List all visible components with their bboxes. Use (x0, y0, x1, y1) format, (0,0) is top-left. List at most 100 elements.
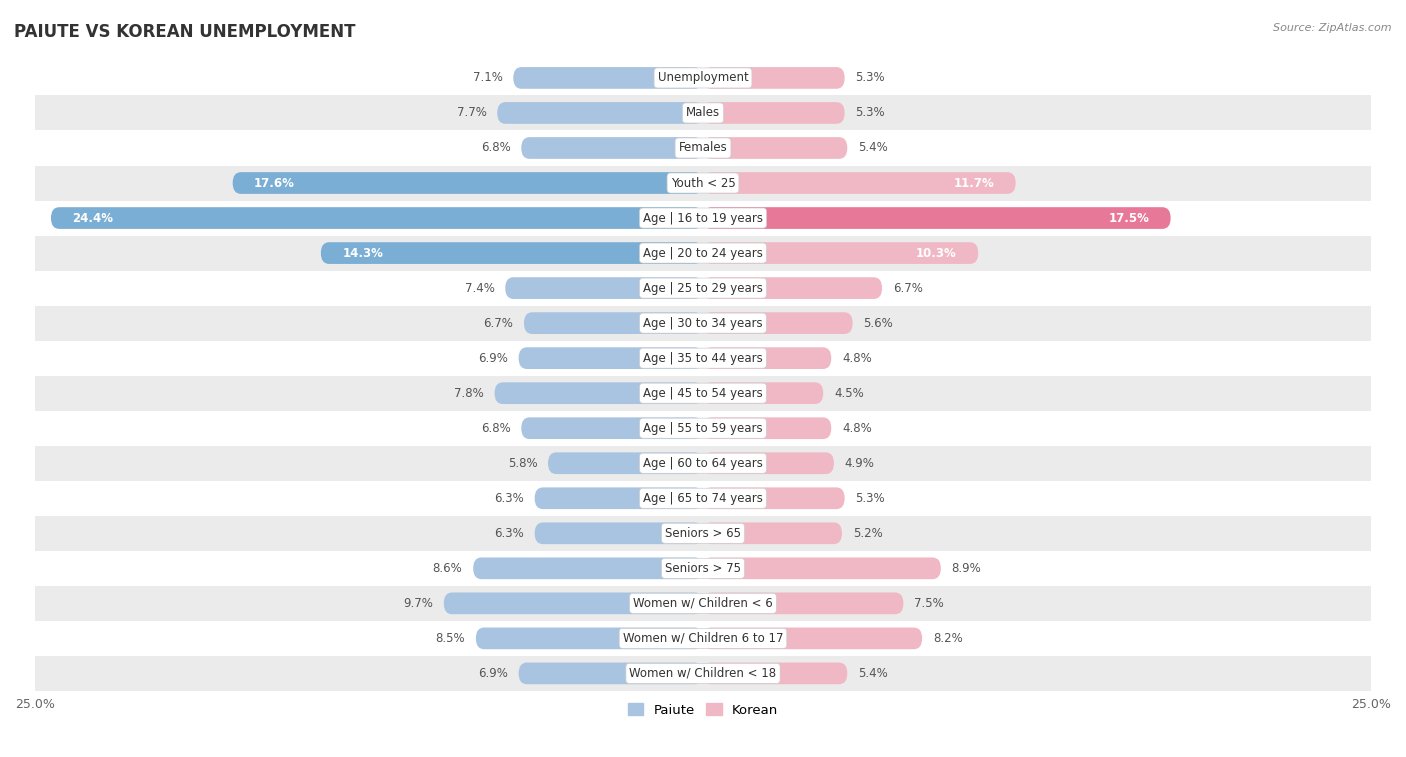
Text: Age | 45 to 54 years: Age | 45 to 54 years (643, 387, 763, 400)
Text: Age | 65 to 74 years: Age | 65 to 74 years (643, 492, 763, 505)
Text: 5.3%: 5.3% (855, 492, 884, 505)
Text: Age | 20 to 24 years: Age | 20 to 24 years (643, 247, 763, 260)
FancyBboxPatch shape (534, 488, 703, 509)
Text: Age | 16 to 19 years: Age | 16 to 19 years (643, 211, 763, 225)
Bar (35, 341, 1371, 375)
Bar (35, 481, 1371, 516)
Text: Age | 25 to 29 years: Age | 25 to 29 years (643, 282, 763, 294)
Text: Youth < 25: Youth < 25 (671, 176, 735, 189)
FancyBboxPatch shape (703, 522, 842, 544)
Text: Unemployment: Unemployment (658, 71, 748, 85)
FancyBboxPatch shape (475, 628, 703, 650)
Text: Age | 35 to 44 years: Age | 35 to 44 years (643, 352, 763, 365)
Text: Women w/ Children < 18: Women w/ Children < 18 (630, 667, 776, 680)
FancyBboxPatch shape (703, 488, 845, 509)
Text: 24.4%: 24.4% (72, 211, 114, 225)
FancyBboxPatch shape (703, 207, 1171, 229)
Bar (35, 270, 1371, 306)
Text: Age | 60 to 64 years: Age | 60 to 64 years (643, 456, 763, 470)
Text: 7.4%: 7.4% (465, 282, 495, 294)
Bar (35, 201, 1371, 235)
FancyBboxPatch shape (703, 313, 852, 334)
Text: 6.8%: 6.8% (481, 142, 510, 154)
FancyBboxPatch shape (703, 417, 831, 439)
Text: Women w/ Children < 6: Women w/ Children < 6 (633, 597, 773, 610)
Bar (35, 586, 1371, 621)
Text: 7.5%: 7.5% (914, 597, 943, 610)
Text: 7.8%: 7.8% (454, 387, 484, 400)
FancyBboxPatch shape (513, 67, 703, 89)
FancyBboxPatch shape (703, 172, 1015, 194)
Text: Source: ZipAtlas.com: Source: ZipAtlas.com (1274, 23, 1392, 33)
Text: 4.5%: 4.5% (834, 387, 863, 400)
Text: Women w/ Children 6 to 17: Women w/ Children 6 to 17 (623, 632, 783, 645)
Legend: Paiute, Korean: Paiute, Korean (623, 698, 783, 722)
Bar (35, 411, 1371, 446)
FancyBboxPatch shape (321, 242, 703, 264)
Text: 4.8%: 4.8% (842, 422, 872, 435)
FancyBboxPatch shape (524, 313, 703, 334)
Text: 5.6%: 5.6% (863, 316, 893, 329)
Text: 7.7%: 7.7% (457, 107, 486, 120)
Text: PAIUTE VS KOREAN UNEMPLOYMENT: PAIUTE VS KOREAN UNEMPLOYMENT (14, 23, 356, 41)
Bar (35, 656, 1371, 691)
Text: 8.9%: 8.9% (952, 562, 981, 575)
Bar (35, 235, 1371, 270)
Bar (35, 61, 1371, 95)
FancyBboxPatch shape (703, 382, 824, 404)
FancyBboxPatch shape (444, 593, 703, 614)
Text: 6.3%: 6.3% (495, 527, 524, 540)
FancyBboxPatch shape (548, 453, 703, 474)
FancyBboxPatch shape (519, 662, 703, 684)
Text: 9.7%: 9.7% (404, 597, 433, 610)
Text: 5.8%: 5.8% (508, 456, 537, 470)
FancyBboxPatch shape (703, 628, 922, 650)
FancyBboxPatch shape (703, 453, 834, 474)
FancyBboxPatch shape (522, 137, 703, 159)
Bar (35, 551, 1371, 586)
Bar (35, 166, 1371, 201)
Text: 11.7%: 11.7% (953, 176, 994, 189)
FancyBboxPatch shape (703, 347, 831, 369)
Text: 6.7%: 6.7% (484, 316, 513, 329)
FancyBboxPatch shape (703, 137, 848, 159)
Text: 4.8%: 4.8% (842, 352, 872, 365)
Text: 6.9%: 6.9% (478, 352, 508, 365)
Bar (35, 375, 1371, 411)
FancyBboxPatch shape (703, 102, 845, 124)
Text: 14.3%: 14.3% (342, 247, 382, 260)
FancyBboxPatch shape (703, 242, 979, 264)
Text: 6.8%: 6.8% (481, 422, 510, 435)
FancyBboxPatch shape (534, 522, 703, 544)
FancyBboxPatch shape (232, 172, 703, 194)
FancyBboxPatch shape (474, 557, 703, 579)
Text: Age | 30 to 34 years: Age | 30 to 34 years (643, 316, 763, 329)
Text: Seniors > 75: Seniors > 75 (665, 562, 741, 575)
FancyBboxPatch shape (505, 277, 703, 299)
Bar (35, 306, 1371, 341)
Bar (35, 446, 1371, 481)
FancyBboxPatch shape (703, 593, 904, 614)
Text: 6.7%: 6.7% (893, 282, 922, 294)
Text: 7.1%: 7.1% (472, 71, 502, 85)
FancyBboxPatch shape (703, 277, 882, 299)
Text: 6.9%: 6.9% (478, 667, 508, 680)
Text: 4.9%: 4.9% (845, 456, 875, 470)
FancyBboxPatch shape (519, 347, 703, 369)
Text: 5.3%: 5.3% (855, 71, 884, 85)
Text: 5.4%: 5.4% (858, 142, 887, 154)
Text: 10.3%: 10.3% (917, 247, 957, 260)
FancyBboxPatch shape (495, 382, 703, 404)
FancyBboxPatch shape (498, 102, 703, 124)
FancyBboxPatch shape (703, 557, 941, 579)
Bar (35, 516, 1371, 551)
Text: 8.5%: 8.5% (436, 632, 465, 645)
Text: 5.4%: 5.4% (858, 667, 887, 680)
Text: 5.3%: 5.3% (855, 107, 884, 120)
Text: 8.6%: 8.6% (433, 562, 463, 575)
Text: 17.5%: 17.5% (1108, 211, 1149, 225)
Text: 5.2%: 5.2% (852, 527, 883, 540)
Text: Age | 55 to 59 years: Age | 55 to 59 years (643, 422, 763, 435)
FancyBboxPatch shape (703, 662, 848, 684)
Text: Females: Females (679, 142, 727, 154)
